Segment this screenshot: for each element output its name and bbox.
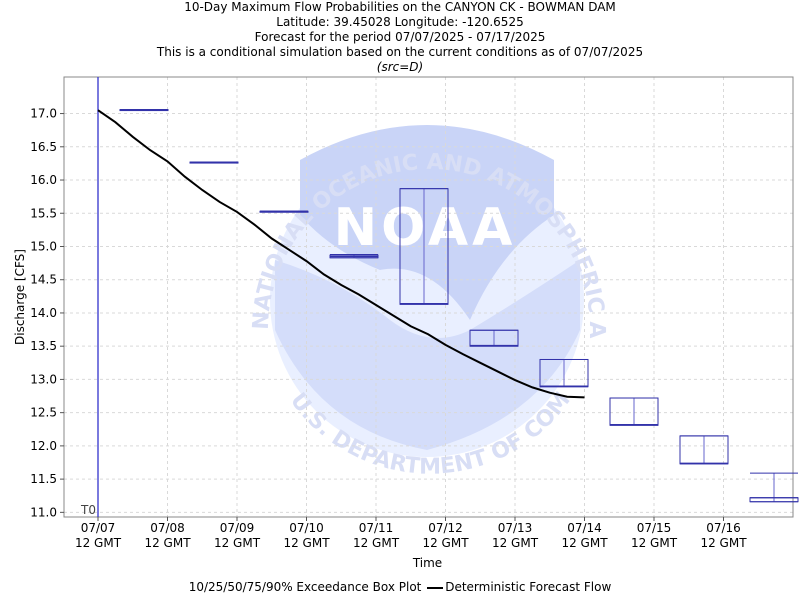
box-iqr [469,329,519,347]
y-tick-label: 15.0 [30,239,57,253]
t0-label: T0 [80,503,96,517]
x-tick-label: 07/16 [706,521,741,535]
x-tick-sublabel: 12 GMT [144,536,191,550]
y-tick-label: 12.5 [30,406,57,420]
x-tick-sublabel: 12 GMT [214,536,261,550]
chart-subtitle-condition: This is a conditional simulation based o… [156,45,644,59]
chart-title: 10-Day Maximum Flow Probabilities on the… [184,0,616,14]
x-axis-label: Time [412,556,443,570]
y-tick-label: 11.5 [30,472,57,486]
x-tick-sublabel: 12 GMT [75,536,122,550]
noaa-logo-text: NOAA [334,198,517,258]
chart-subtitle-location: Latitude: 39.45028 Longitude: -120.6525 [276,15,524,29]
y-tick-label: 14.0 [30,306,57,320]
box-plot-day-6 [469,329,519,347]
y-axis-label: Discharge [CFS] [13,249,27,345]
box-plot-day-5 [399,188,449,305]
x-tick-label: 07/11 [359,521,394,535]
x-tick-label: 07/12 [428,521,463,535]
box-iqr [539,358,589,388]
legend-line-label: Deterministic Forecast Flow [445,580,612,594]
source-note: (src=D) [376,60,424,74]
box-plot-day-8 [609,397,659,426]
y-tick-label: 15.5 [30,206,57,220]
box-plot-day-7 [539,358,589,388]
x-tick-sublabel: 12 GMT [700,536,747,550]
y-tick-label: 17.0 [30,107,57,121]
y-tick-label: 16.0 [30,173,57,187]
box-iqr [609,397,659,426]
legend: 10/25/50/75/90% Exceedance Box Plot Dete… [0,580,800,594]
x-tick-label: 07/10 [289,521,324,535]
box-iqr [679,435,729,465]
noaa-logo-sea [275,260,580,450]
x-tick-sublabel: 12 GMT [631,536,678,550]
chart-subtitle-period: Forecast for the period 07/07/2025 - 07/… [254,30,546,44]
plot-frame [63,76,794,518]
box-plot-day-1 [119,108,169,112]
box-plot-day-9 [679,435,729,465]
legend-line-swatch [427,586,444,589]
x-tick-label: 07/13 [498,521,533,535]
y-tick-label: 13.5 [30,339,57,353]
y-tick-label: 13.0 [30,372,57,386]
y-tick-label: 11.0 [30,505,57,519]
box-iqr [399,188,449,305]
y-tick-label: 14.5 [30,273,57,287]
deterministic-forecast-line [97,109,585,399]
box-plot-day-3 [259,210,309,213]
y-tick-label: 12.0 [30,439,57,453]
y-tick-label: 16.5 [30,140,57,154]
x-tick-label: 07/14 [567,521,602,535]
x-tick-label: 07/09 [220,521,255,535]
x-tick-sublabel: 12 GMT [492,536,539,550]
box-plot-day-4 [329,253,379,259]
x-tick-sublabel: 12 GMT [283,536,330,550]
box-plot-day-10 [749,472,799,503]
legend-box-label: 10/25/50/75/90% Exceedance Box Plot [188,580,422,594]
x-tick-label: 07/15 [637,521,672,535]
x-tick-label: 07/07 [81,521,116,535]
x-tick-sublabel: 12 GMT [561,536,608,550]
x-tick-label: 07/08 [150,521,185,535]
chart-title-block: 10-Day Maximum Flow Probabilities on the… [0,0,800,75]
x-tick-sublabel: 12 GMT [353,536,400,550]
x-tick-sublabel: 12 GMT [422,536,469,550]
box-plot-day-2 [189,161,239,164]
noaa-logo-sky [300,125,554,320]
